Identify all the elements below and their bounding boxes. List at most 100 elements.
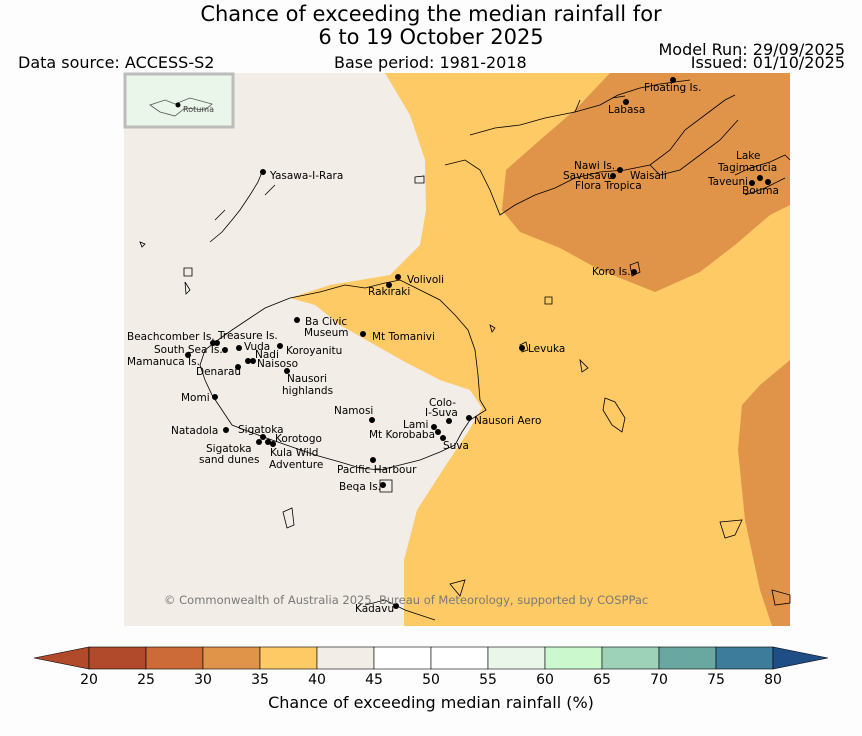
dot-mt-korobaba (435, 429, 441, 435)
colorbar-title: Chance of exceeding median rainfall (%) (268, 693, 594, 712)
label-beachcomber: Beachcomber Is. (127, 331, 215, 343)
colorbar-box (373, 646, 432, 670)
dot-korotogo (265, 439, 271, 445)
label-ba-civic: Ba Civic (305, 316, 347, 328)
label-nausori-aero: Nausori Aero (474, 415, 541, 427)
dot-yasawa (260, 169, 266, 175)
label-savusavu: Savusavu (563, 170, 614, 182)
dot-vuda (236, 345, 242, 351)
label-suva: Suva (443, 440, 469, 452)
colorbar-box (145, 646, 204, 670)
model-run-label: Model Run: 29/09/2025 (658, 40, 846, 59)
label-nawi: Nawi Is. (574, 160, 615, 172)
colorbar-box (202, 646, 261, 670)
label-labasa: Labasa (608, 104, 645, 116)
coastlines (139, 79, 791, 621)
label-denarau: Denarau (196, 366, 241, 378)
dot-tagimaucia (757, 175, 763, 181)
dot-koro (631, 269, 637, 275)
colorbar-arrow-high (772, 646, 829, 670)
label-yasawa: Yasawa-I-Rara (269, 170, 343, 182)
dot-momi (212, 394, 218, 400)
label-momi: Momi (181, 392, 210, 404)
coastline-vanua-levu (444, 79, 739, 216)
colorbar-tick-label: 75 (707, 672, 725, 688)
rotuma-outline (149, 97, 213, 117)
dot-koroyanitu (277, 343, 283, 349)
label-highlands: highlands (282, 385, 333, 397)
label-lake: Lake (736, 150, 760, 162)
label-pacific-harbour: Pacific Harbour (337, 464, 417, 476)
colorbar-tick-label: 45 (365, 672, 383, 688)
map-fill (124, 73, 790, 626)
label-mt-korobaba: Mt Korobaba (369, 429, 435, 441)
rotuma-dot (175, 102, 181, 108)
data-source-label: Data source: ACCESS-S2 (18, 53, 215, 72)
dot-denarau (235, 364, 241, 370)
dot-mt-tomanivi (360, 331, 366, 337)
dot-beqa (380, 482, 386, 488)
fill-30-35-southeast (738, 360, 790, 626)
issued-label: Issued: 01/10/2025 (690, 53, 845, 72)
colorbar-arrow-low (33, 646, 90, 670)
label-vuda: Vuda (244, 341, 270, 353)
dot-savusavu (610, 173, 616, 179)
colorbar-tick-label: 30 (194, 672, 212, 688)
coastline-taveuni (734, 154, 791, 196)
label-koro: Koro Is. (592, 266, 631, 278)
colorbar-box (658, 646, 717, 670)
colorbar-box (259, 646, 318, 670)
fill-30-35-north (502, 73, 790, 292)
colorbar-tick-label: 35 (251, 672, 269, 688)
dot-floating-is (670, 77, 676, 83)
label-sand-dunes: sand dunes (199, 454, 259, 466)
label-flora-tropica: Flora Tropica (575, 180, 642, 192)
dot-kadavu (393, 603, 399, 609)
label-korotogo: Korotogo (275, 433, 322, 445)
chart-title-line1: Chance of exceeding the median rainfall … (200, 2, 662, 26)
label-naisoso: Naisoso (257, 358, 298, 370)
dot-rakiraki (386, 282, 392, 288)
dot-naisoso (250, 358, 256, 364)
colorbar-tick-label: 40 (308, 672, 326, 688)
colorbar-tick-label: 60 (536, 672, 554, 688)
dot-natadola (223, 427, 229, 433)
label-levuka: Levuka (528, 343, 565, 355)
dot-taveuni (749, 180, 755, 186)
label-rakiraki: Rakiraki (368, 286, 410, 298)
dot-suva (440, 435, 446, 441)
dot-nawi (617, 167, 623, 173)
colorbar-tick-label: 70 (650, 672, 668, 688)
label-mamanuca: Mamanuca Is. (127, 356, 200, 368)
coastline-viti-levu (199, 279, 487, 471)
dot-mamanuca (185, 352, 191, 358)
dot-nausori-aero (466, 415, 472, 421)
label-nadi: Nadi (255, 349, 279, 361)
dot-namosi (369, 417, 375, 423)
place-markers (185, 77, 771, 609)
rotuma-label: Rotuma (183, 105, 214, 114)
label-colo: Colo- (429, 397, 456, 409)
chart-title-line2: 6 to 19 October 2025 (318, 25, 544, 49)
label-namosi: Namosi (334, 405, 373, 417)
dot-levuka (519, 345, 525, 351)
colorbar-box (316, 646, 375, 670)
dot-colo-i-suva (446, 418, 452, 424)
label-kadavu: Kadavu (355, 603, 394, 615)
colorbar-tick-label: 80 (764, 672, 782, 688)
label-taveuni: Taveuni (707, 176, 748, 188)
label-south-sea: South Sea Is. (154, 344, 223, 356)
colorbar-tick-label: 65 (593, 672, 611, 688)
label-museum: Museum (304, 327, 349, 339)
label-kula-wild: Kula Wild (270, 447, 318, 459)
label-koroyanitu: Koroyanitu (286, 345, 342, 357)
label-natadola: Natadola (171, 425, 218, 437)
inset-rotuma: Rotuma (123, 72, 235, 129)
dot-sigatoka (260, 434, 266, 440)
dot-sigatoka-dunes (256, 439, 262, 445)
dot-ba (294, 317, 300, 323)
base-period-label: Base period: 1981-2018 (334, 53, 527, 72)
label-lami: Lami (403, 419, 428, 431)
colorbar-box (88, 646, 147, 670)
